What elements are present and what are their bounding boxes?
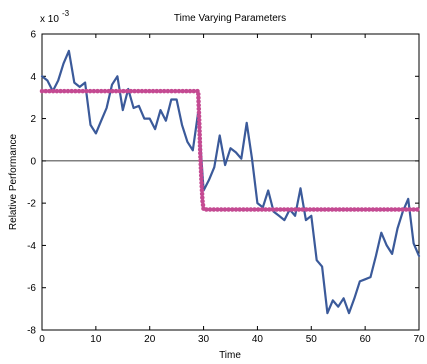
y-axis: -8 -6 -4 -2 0 2 4 6 [27,30,419,337]
y-tick-label: 0 [30,156,36,167]
x-tick-label: 0 [39,334,45,345]
series-2-line [39,88,422,212]
y-tick-label: 4 [30,72,36,83]
series-layer [39,49,422,315]
y-exponent: -3 [62,9,70,18]
x-tick-label: 10 [90,334,102,345]
plot-area [41,33,420,331]
y-tick-label: -8 [27,326,36,337]
y-tick-label: -2 [27,199,36,210]
y-exponent-label: x 10 [40,14,59,25]
y-axis-title: Relative Performance [8,133,19,230]
series-1-line [40,49,421,315]
x-tick-label: 40 [252,334,264,345]
x-tick-label: 30 [198,334,210,345]
y-tick-label: 6 [30,30,36,41]
x-tick-label: 50 [306,334,318,345]
y-tick-label: -4 [27,241,36,252]
x-axis: 0 10 20 30 40 50 60 70 [39,34,425,345]
x-axis-title: Time [219,350,241,361]
y-tick-label: 2 [30,114,36,125]
x-tick-label: 60 [360,334,372,345]
chart-title: Time Varying Parameters [174,13,286,24]
x-tick-label: 70 [413,334,425,345]
x-tick-label: 20 [144,334,156,345]
y-tick-label: -6 [27,283,36,294]
